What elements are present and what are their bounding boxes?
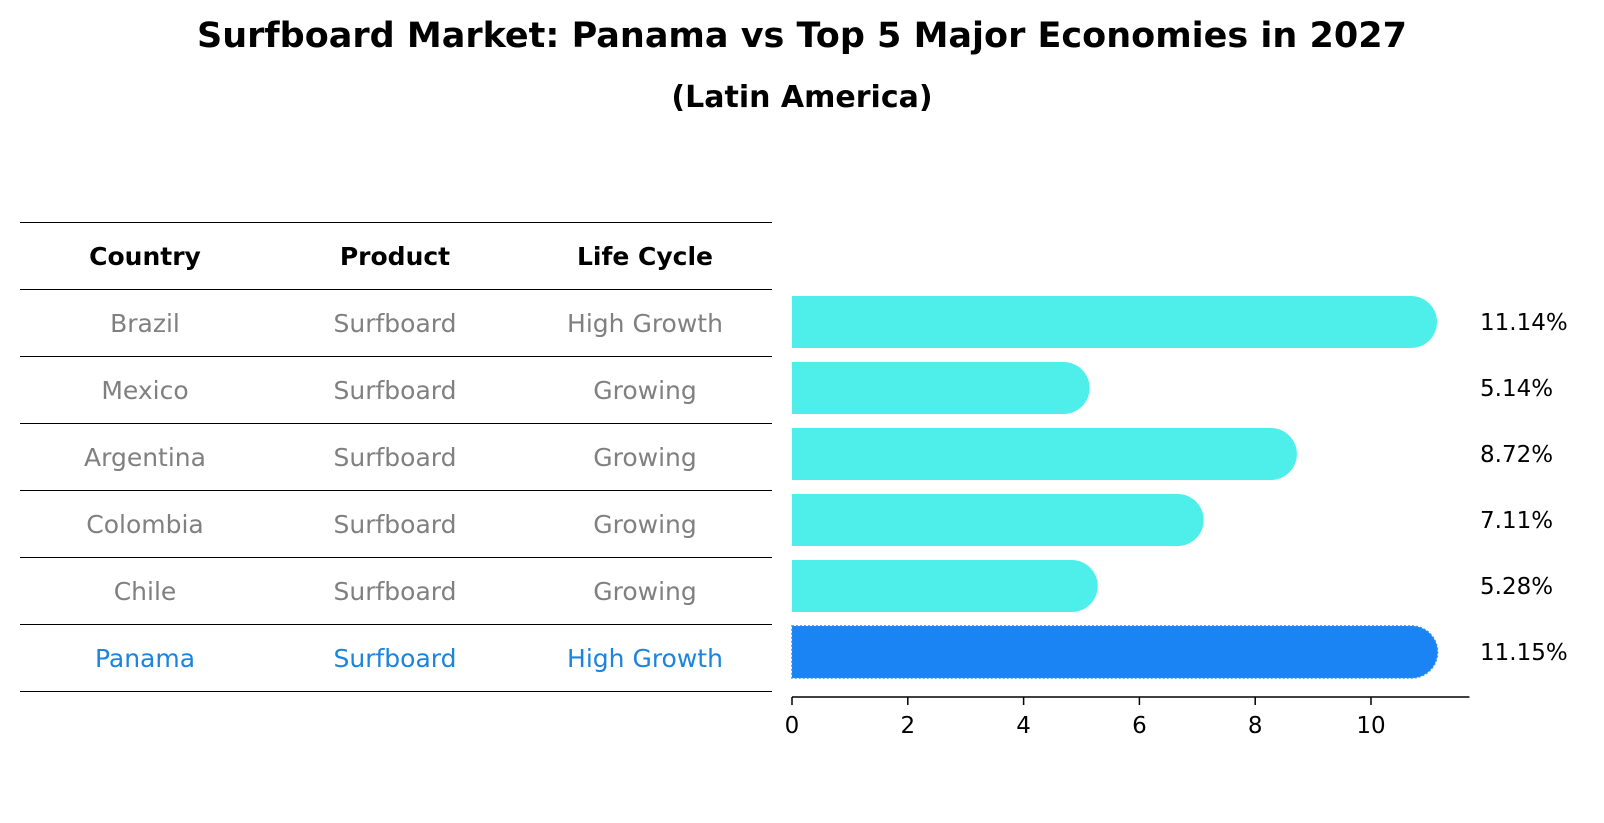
bars-group (791, 296, 1439, 679)
value-label-chile: 5.28% (1480, 574, 1553, 600)
bar-brazil (792, 296, 1438, 348)
value-label-brazil: 11.14% (1480, 310, 1568, 336)
header-life-cycle: Life Cycle (576, 241, 714, 271)
cell-country: Brazil (110, 308, 180, 338)
table-row: Chile Surfboard Growing (20, 557, 772, 624)
header-country: Country (89, 241, 201, 271)
cell-life-cycle: Growing (593, 509, 697, 539)
cell-product: Surfboard (333, 375, 457, 405)
table-row: Argentina Surfboard Growing (20, 423, 772, 490)
x-tick-label-2: 2 (900, 713, 915, 739)
bar-colombia (792, 494, 1204, 546)
x-tick-label-4: 4 (1016, 713, 1031, 739)
table-row-highlight: Panama Surfboard High Growth (20, 624, 772, 692)
value-label-argentina: 8.72% (1480, 442, 1553, 468)
x-tick-label-8: 8 (1248, 713, 1263, 739)
bar-mexico (792, 362, 1090, 414)
cell-product: Surfboard (333, 308, 457, 338)
bar-panama (791, 625, 1439, 679)
cell-product: Surfboard (333, 643, 457, 673)
cell-country: Chile (113, 576, 177, 606)
cell-life-cycle: High Growth (567, 308, 723, 338)
cell-product: Surfboard (333, 576, 457, 606)
x-axis: 0 2 4 6 8 10 (785, 696, 1470, 739)
country-table: Country Product Life Cycle Brazil Surfbo… (20, 222, 772, 692)
cell-country: Argentina (84, 442, 206, 472)
value-label-colombia: 7.11% (1480, 508, 1553, 534)
value-label-mexico: 5.14% (1480, 376, 1553, 402)
cell-life-cycle: Growing (593, 442, 697, 472)
cell-life-cycle: High Growth (567, 643, 723, 673)
x-tick-label-0: 0 (785, 713, 800, 739)
bar-argentina (792, 428, 1297, 480)
chart-title: Surfboard Market: Panama vs Top 5 Major … (197, 16, 1407, 56)
cell-product: Surfboard (333, 442, 457, 472)
x-tick-label-10: 10 (1356, 713, 1385, 739)
x-tick-label-6: 6 (1132, 713, 1147, 739)
cell-product: Surfboard (333, 509, 457, 539)
cell-country: Mexico (101, 375, 189, 405)
table-row: Mexico Surfboard Growing (20, 356, 772, 423)
value-labels-group: 11.14% 5.14% 8.72% 7.11% 5.28% 11.15% (1480, 310, 1568, 666)
value-label-panama: 11.15% (1480, 640, 1568, 666)
chart-subtitle: (Latin America) (671, 80, 933, 115)
table-row: Brazil Surfboard High Growth (20, 289, 772, 356)
table-header-row: Country Product Life Cycle (20, 222, 772, 289)
table-row: Colombia Surfboard Growing (20, 490, 772, 557)
cell-life-cycle: Growing (593, 576, 697, 606)
cell-life-cycle: Growing (593, 375, 697, 405)
bar-chile (792, 560, 1098, 612)
cell-country: Colombia (86, 509, 204, 539)
header-product: Product (339, 241, 451, 271)
cell-country: Panama (94, 643, 196, 673)
